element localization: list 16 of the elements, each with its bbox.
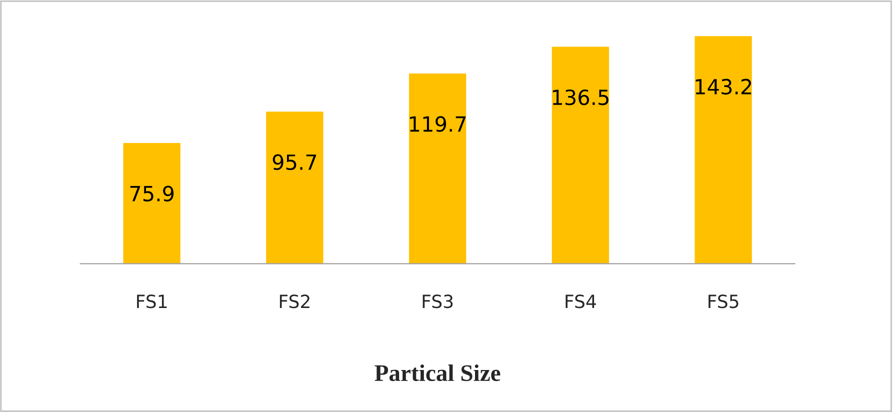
data-label: 119.7	[410, 116, 466, 132]
bar	[408, 73, 466, 264]
bar	[694, 36, 752, 264]
x-tick-label: FS3	[422, 294, 453, 308]
bar	[266, 112, 324, 264]
x-tick-label: FS4	[566, 294, 596, 308]
bar	[123, 143, 180, 264]
data-label: 95.7	[272, 154, 316, 170]
data-label: 75.9	[130, 186, 174, 202]
bar	[552, 46, 610, 264]
data-label: 143.2	[696, 78, 752, 95]
data-label: 136.5	[552, 89, 608, 106]
x-tick-label: FS2	[280, 294, 310, 308]
x-tick-label: FS5	[708, 294, 738, 308]
x-axis-title: Partical Size	[374, 364, 500, 382]
x-tick-label: FS1	[137, 294, 167, 308]
